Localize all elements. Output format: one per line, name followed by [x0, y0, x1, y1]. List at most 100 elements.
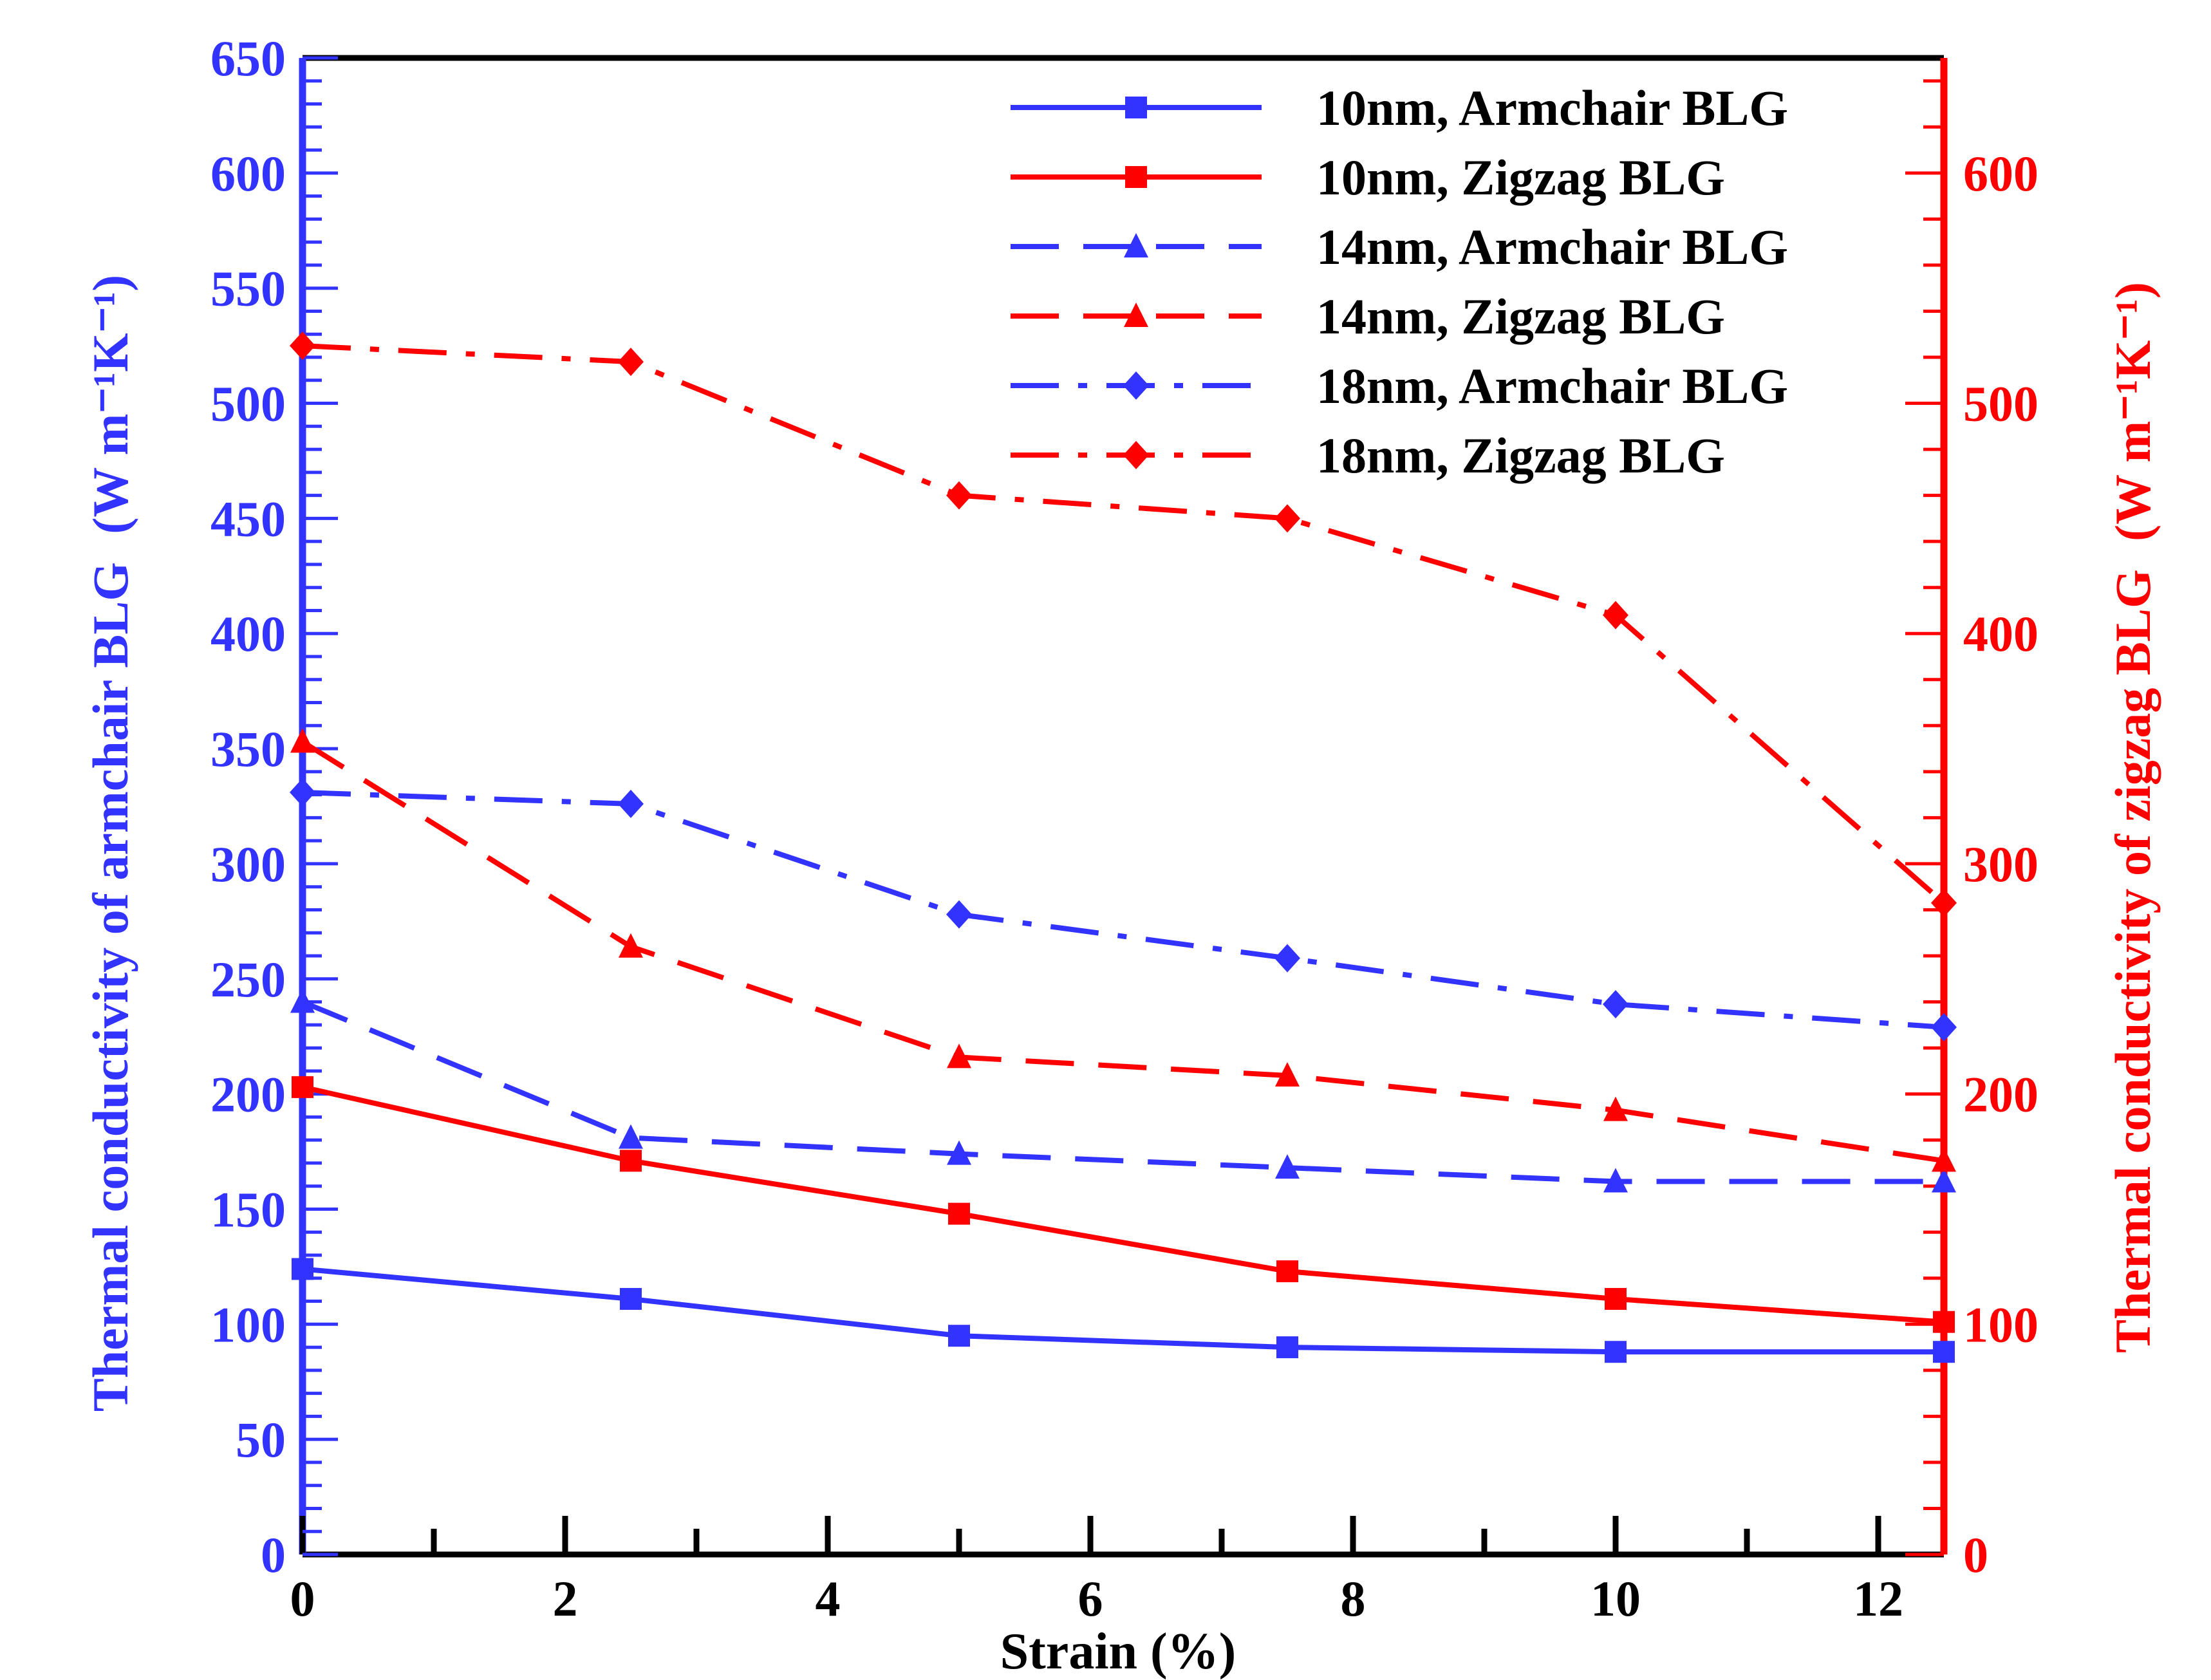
data-point — [1933, 1311, 1955, 1333]
y-left-tick-label: 550 — [210, 261, 286, 317]
legend-marker — [1125, 97, 1147, 118]
y-right-tick-label: 0 — [1963, 1527, 1988, 1583]
data-point — [619, 933, 643, 958]
legend-label: 18nm, Zigzag BLG — [1316, 427, 1725, 483]
series-line — [301, 739, 1945, 1164]
legend-label: 10nm, Armchair BLG — [1316, 80, 1788, 136]
legend-marker — [1123, 441, 1149, 469]
legend-item: 18nm, Armchair BLG — [1011, 358, 1788, 414]
data-point — [1276, 1260, 1298, 1283]
series-line — [302, 790, 1945, 1030]
y-right-tick-label: 400 — [1963, 606, 2038, 662]
y-left-tick-label: 350 — [210, 721, 286, 777]
y-left-tick-label: 650 — [210, 30, 286, 86]
series-1 — [292, 1076, 1955, 1333]
legend-item: 14nm, Zigzag BLG — [1011, 288, 1725, 344]
y-right-tick-label: 300 — [1963, 836, 2038, 892]
legend-label: 14nm, Zigzag BLG — [1316, 288, 1725, 344]
y-right-tick-label: 200 — [1963, 1067, 2038, 1123]
y-right-tick-label: 500 — [1963, 376, 2038, 432]
legend-label: 10nm, Zigzag BLG — [1316, 149, 1725, 205]
x-tick-label: 8 — [1341, 1571, 1366, 1627]
data-point — [292, 1258, 313, 1280]
legend-label: 18nm, Armchair BLG — [1316, 358, 1788, 414]
y-axis-right-title-text: Thermal conductivity of zigzag BLG — [2105, 569, 2161, 1353]
y-left-tick-label: 100 — [210, 1296, 286, 1352]
y-axis-left-title-text: Thermal conductivity of armchair BLG — [82, 562, 138, 1412]
data-point — [1931, 888, 1957, 917]
data-point — [290, 988, 315, 1013]
series-layer — [290, 331, 1957, 1363]
data-point — [618, 789, 644, 818]
legend-marker — [1125, 166, 1147, 188]
legend-marker — [1123, 371, 1149, 400]
series-line — [301, 999, 1944, 1184]
data-point — [1603, 601, 1628, 630]
x-axis-title: Strain (%) — [1000, 1623, 1236, 1680]
data-point — [1274, 504, 1300, 533]
y-axis-right-title: Thermal conductivity of zigzag BLG (W m⁻… — [2105, 282, 2161, 1353]
series-5 — [290, 331, 1957, 917]
data-point — [1275, 1062, 1300, 1087]
data-point — [619, 1124, 643, 1149]
data-point — [618, 348, 644, 377]
series-0 — [292, 1258, 1955, 1363]
y-axis-right: 0 100 200 300 400 500 600 — [1905, 79, 2038, 1583]
x-tick-label: 6 — [1078, 1571, 1103, 1627]
legend-item: 18nm, Zigzag BLG — [1011, 427, 1725, 483]
y-left-tick-label: 50 — [236, 1412, 286, 1468]
data-point — [947, 1140, 971, 1165]
x-tick-label: 4 — [816, 1571, 841, 1627]
legend: 10nm, Armchair BLG 10nm, Zigzag BLG 14nm, … — [1011, 80, 1788, 483]
data-point — [1933, 1341, 1955, 1363]
legend-item: 10nm, Zigzag BLG — [1011, 149, 1725, 205]
data-point — [292, 1076, 313, 1098]
y-left-tick-label: 450 — [210, 490, 286, 546]
y-left-tick-label: 250 — [210, 951, 286, 1007]
y-left-tick-label: 300 — [210, 836, 286, 892]
y-left-tick-label: 200 — [210, 1067, 286, 1123]
data-point — [946, 900, 972, 929]
data-point — [1931, 1013, 1957, 1041]
y-axis-left: 0 50 100 150 200 250 300 350 400 450 500 550 600 650 — [210, 30, 338, 1583]
data-point — [1932, 1147, 1956, 1172]
x-tick-label: 10 — [1591, 1571, 1641, 1627]
y-left-tick-label: 400 — [210, 606, 286, 662]
legend-marker — [1124, 233, 1148, 257]
data-point — [290, 728, 315, 753]
x-tick-label: 12 — [1853, 1571, 1903, 1627]
data-point — [1275, 1154, 1300, 1179]
series-2 — [290, 988, 1956, 1193]
y-axis-right-title-unit: (W m⁻¹K⁻¹) — [2105, 282, 2161, 541]
y-left-tick-label: 500 — [210, 376, 286, 432]
series-line — [302, 1084, 1945, 1325]
y-left-tick-label: 150 — [210, 1181, 286, 1237]
series-4 — [290, 778, 1957, 1041]
data-point — [948, 1325, 970, 1347]
legend-label: 14nm, Armchair BLG — [1316, 219, 1788, 275]
data-point — [1603, 1096, 1628, 1121]
x-tick-label: 2 — [553, 1571, 578, 1627]
data-point — [290, 331, 315, 360]
data-point — [620, 1150, 642, 1172]
data-point — [1276, 1336, 1298, 1359]
data-point — [1274, 944, 1300, 973]
x-axis: 0 2 4 6 8 10 12 — [290, 1516, 1903, 1627]
data-point — [948, 1202, 970, 1225]
y-left-tick-label: 600 — [210, 145, 286, 201]
legend-item: 14nm, Armchair BLG — [1011, 219, 1788, 275]
data-point — [946, 481, 972, 510]
plot-frame — [299, 55, 1948, 1558]
y-axis-left-title: Thermal conductivity of armchair BLG (W … — [82, 275, 138, 1412]
y-right-tick-label: 100 — [1963, 1296, 2038, 1352]
legend-marker — [1124, 303, 1148, 327]
y-right-tick-label: 600 — [1963, 145, 2038, 201]
data-point — [290, 778, 315, 807]
legend-item: 10nm, Armchair BLG — [1011, 80, 1788, 136]
data-point — [1605, 1287, 1627, 1310]
x-tick-label: 0 — [290, 1571, 315, 1627]
y-left-tick-label: 0 — [261, 1527, 286, 1583]
data-point — [1605, 1341, 1627, 1363]
data-point — [1932, 1168, 1956, 1193]
